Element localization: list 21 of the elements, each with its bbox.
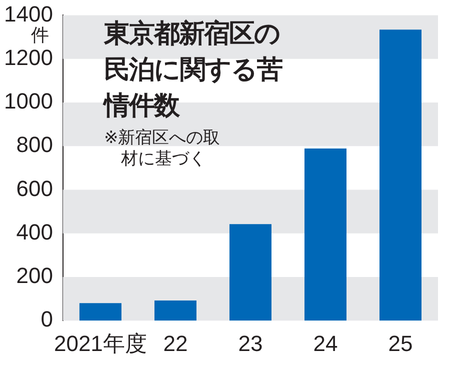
- x-tick-label: 2021年度: [54, 330, 147, 356]
- text: 東京都新宿区の民泊に関する苦情件数: [104, 18, 284, 123]
- bar: [79, 303, 122, 321]
- y-tick-label: 0: [40, 306, 53, 332]
- x-tick-label: 23: [238, 330, 263, 356]
- y-tick-label: 600: [16, 176, 53, 201]
- y-tick-label: 400: [16, 219, 53, 244]
- y-tick-label: 1200: [4, 44, 53, 70]
- bar: [304, 148, 346, 321]
- x-tick-label: 25: [388, 330, 413, 356]
- bar: [229, 224, 272, 321]
- bar: [154, 300, 196, 321]
- x-tick-label: 22: [163, 330, 188, 356]
- y-tick-label: 800: [16, 132, 53, 158]
- x-tick-label: 24: [313, 330, 338, 356]
- annotation: ※新宿区への取材に基づく: [104, 128, 222, 170]
- y-tick-label: 1400: [4, 1, 53, 26]
- y-tick-label: 200: [16, 263, 53, 288]
- bar: [379, 30, 422, 321]
- y-axis-title: 件: [30, 24, 49, 46]
- y-tick-label: 1000: [4, 88, 53, 114]
